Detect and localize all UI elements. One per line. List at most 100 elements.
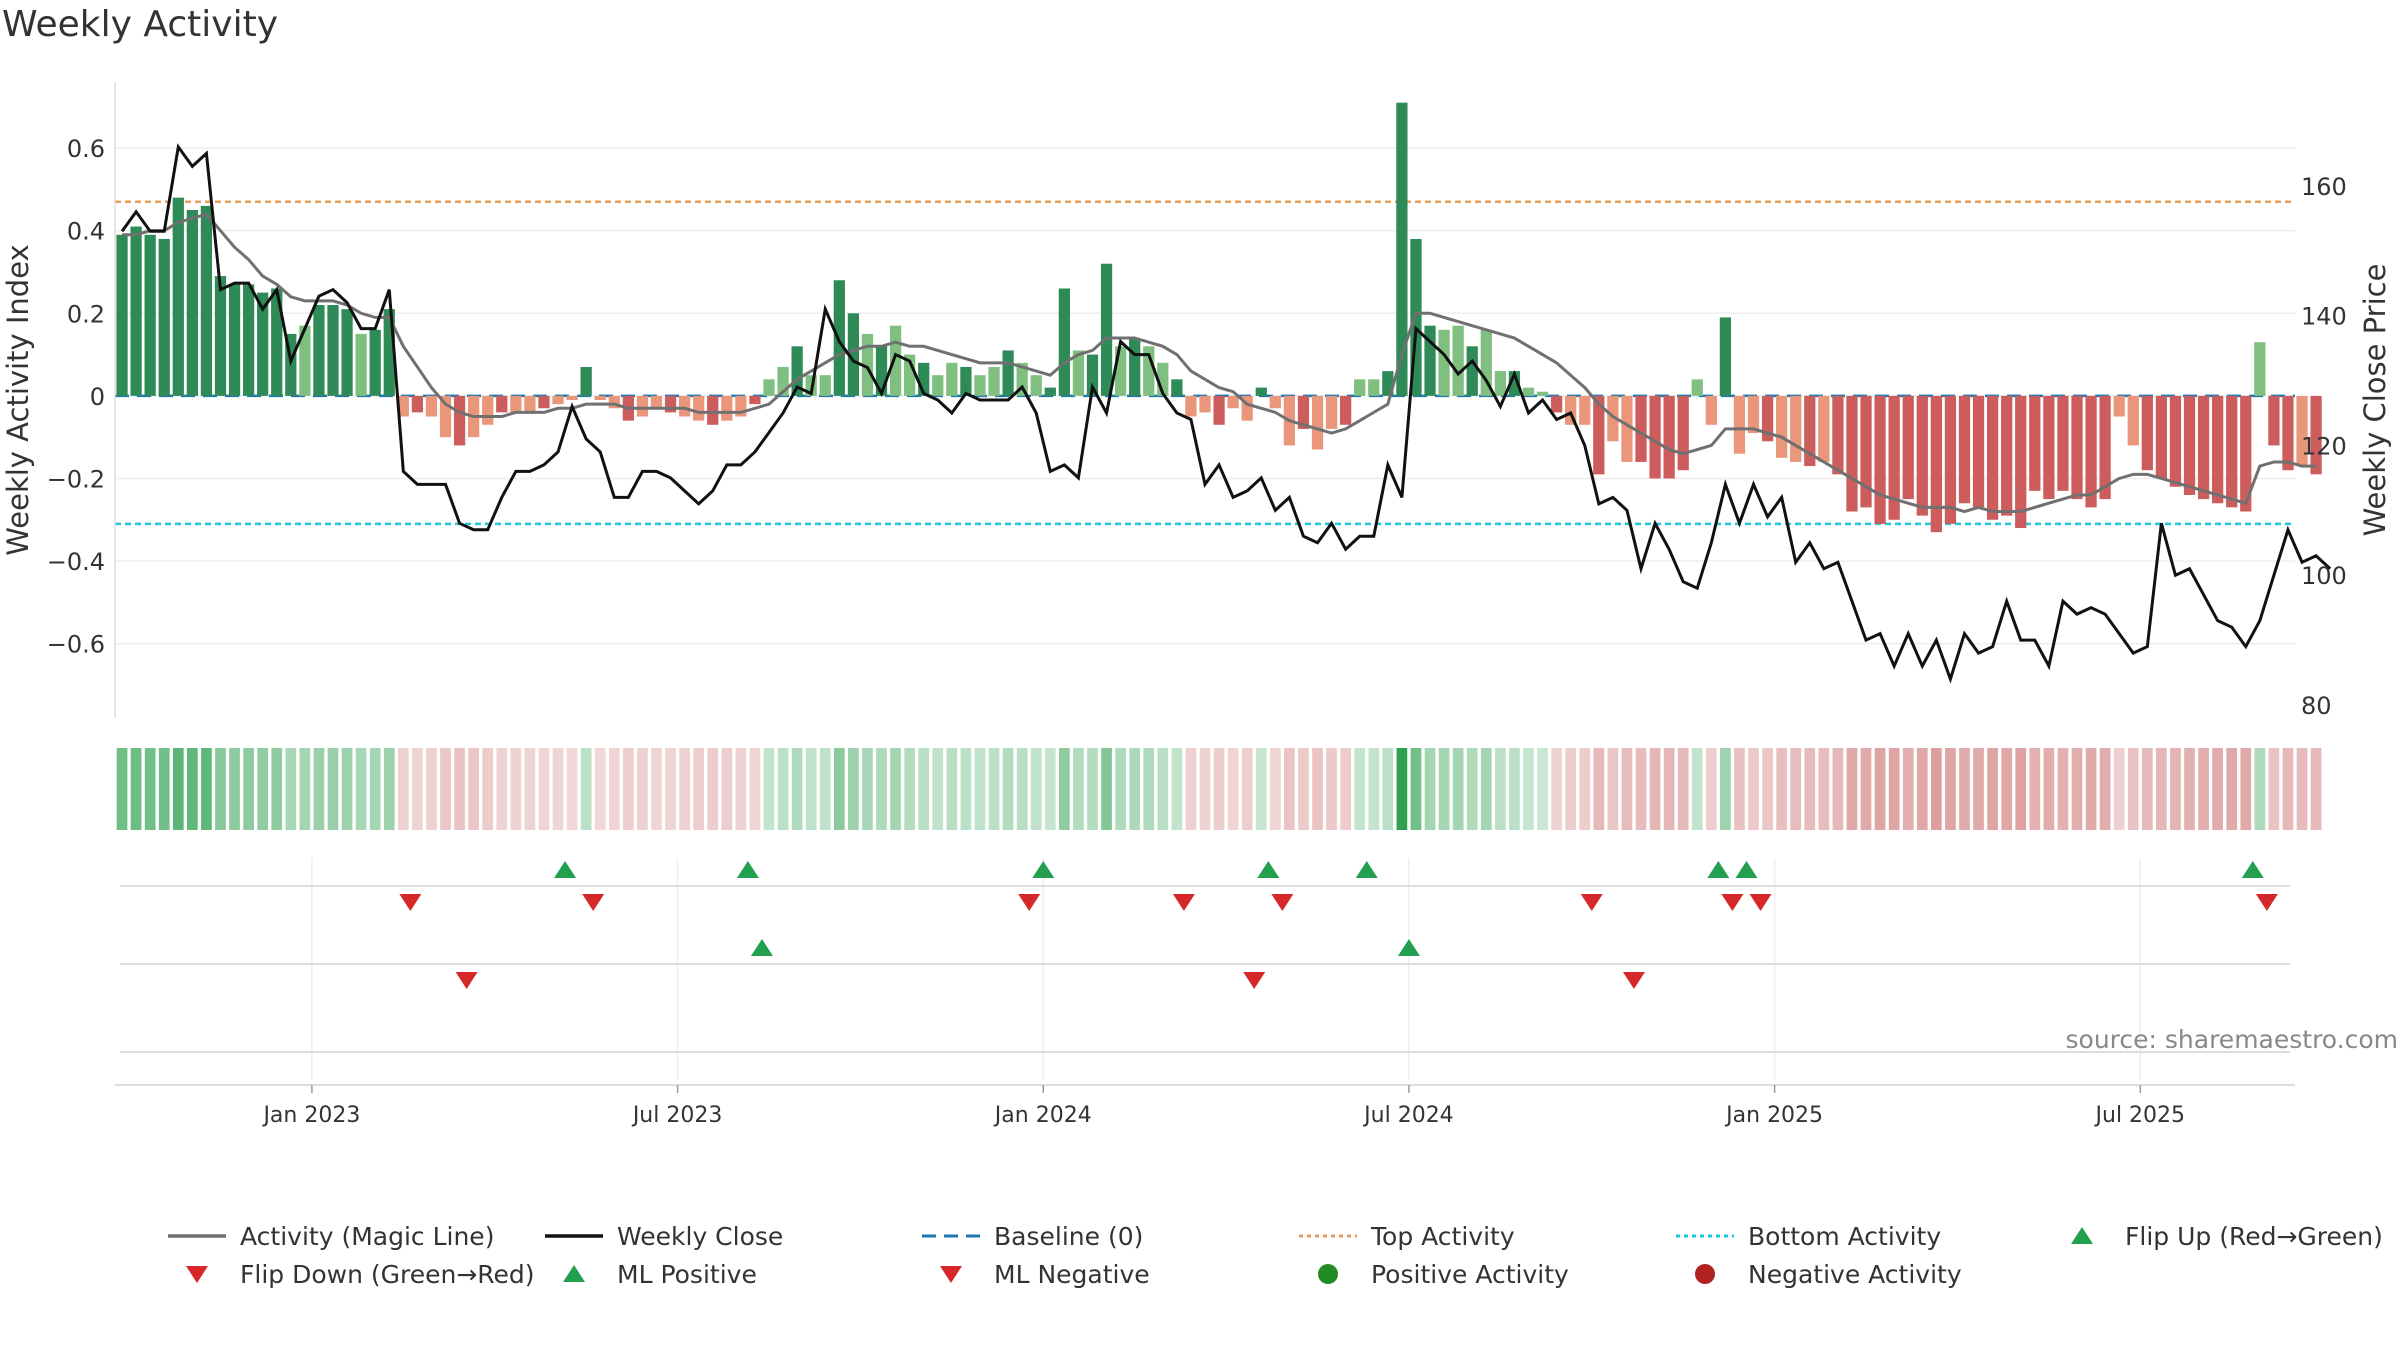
heat-cell: [2254, 748, 2266, 830]
activity-bar: [594, 395, 606, 400]
activity-bar: [1185, 395, 1197, 417]
activity-bar: [2169, 395, 2182, 487]
activity-bar: [1171, 379, 1183, 396]
heat-cell: [383, 748, 395, 830]
heat-cell: [1354, 748, 1366, 830]
activity-bar: [2226, 395, 2238, 508]
activity-bar: [1874, 395, 1886, 524]
heat-cell: [1312, 748, 1323, 830]
activity-bar: [1804, 395, 1816, 467]
activity-bar: [2085, 395, 2097, 508]
activity-bar: [2001, 395, 2013, 516]
activity-bar: [313, 305, 325, 396]
activity-bar: [1621, 395, 1633, 462]
activity-bar: [707, 395, 719, 425]
activity-bar: [608, 395, 620, 409]
heat-cell: [1298, 748, 1309, 830]
heat-cell: [1677, 748, 1689, 830]
activity-bar: [453, 395, 466, 446]
heat-cell: [1284, 748, 1295, 830]
ml-up-marker: [750, 939, 773, 956]
heat-cell: [2029, 748, 2041, 830]
activity-bar: [1888, 395, 1900, 520]
legend-label: ML Positive: [617, 1260, 757, 1289]
weekly-close-series: [120, 143, 2332, 684]
activity-bar: [2015, 395, 2027, 529]
heat-cell: [988, 748, 1000, 830]
heat-cell: [426, 748, 437, 830]
chart-title: Weekly Activity: [2, 4, 278, 45]
activity-bar: [693, 395, 705, 421]
heat-cell: [215, 748, 226, 830]
heat-cell: [1509, 748, 1520, 830]
activity-bar: [1325, 395, 1338, 429]
activity-bar: [1719, 317, 1732, 396]
activity-bar: [847, 313, 860, 396]
activity-bar: [425, 395, 438, 417]
flip-down-marker: [1018, 894, 1041, 911]
activity-bar: [2127, 395, 2139, 446]
heat-cell: [482, 748, 494, 830]
y-axis-right-label: Weekly Close Price: [2358, 264, 2392, 537]
x-tick-label: Jul 2023: [631, 1103, 723, 1128]
heat-cell: [833, 748, 845, 830]
y-axis-left-label: Weekly Activity Index: [1, 244, 35, 555]
heat-cell: [1537, 748, 1548, 830]
heat-cell: [1973, 748, 1984, 830]
flip-down-marker: [1749, 894, 1772, 911]
heat-cell: [1959, 748, 1970, 830]
y-tick-left: 0: [90, 383, 105, 411]
activity-bar: [1199, 395, 1211, 413]
heat-cell: [172, 748, 184, 830]
activity-bar: [2254, 342, 2266, 396]
heat-cell: [341, 748, 353, 830]
y-tick-left: 0.6: [67, 135, 105, 163]
heat-cell: [397, 748, 409, 830]
heat-cell: [355, 748, 367, 830]
heat-cell: [1931, 748, 1942, 830]
activity-bar: [285, 333, 297, 396]
activity-bar: [2212, 395, 2224, 504]
activity-bar: [369, 329, 381, 396]
activity-bar: [960, 366, 972, 396]
heat-cell: [1213, 748, 1225, 830]
heat-cell: [130, 748, 142, 830]
activity-bar: [946, 362, 958, 396]
activity-bar: [1002, 350, 1014, 396]
heat-cell: [257, 748, 269, 830]
heat-cell: [1649, 748, 1661, 830]
activity-bar: [861, 333, 874, 396]
flip-down-marker: [1580, 894, 1603, 911]
activity-bar: [228, 284, 241, 396]
activity-bar: [2197, 395, 2210, 500]
activity-bar: [1958, 395, 1971, 504]
heat-cell: [1902, 748, 1914, 830]
heat-cell: [2240, 748, 2252, 830]
heat-cell: [805, 748, 817, 830]
activity-bar: [1086, 354, 1099, 396]
legend-label: Baseline (0): [994, 1222, 1143, 1251]
heat-cell: [1143, 748, 1155, 830]
activity-bar: [1494, 371, 1506, 396]
heat-cell: [651, 748, 662, 830]
x-tick-label: Jan 2024: [993, 1103, 1092, 1128]
activity-bar: [327, 305, 339, 396]
heat-cell: [1255, 748, 1267, 830]
heat-cell: [862, 748, 873, 830]
activity-bar: [1072, 350, 1085, 396]
activity-bar: [1944, 395, 1957, 524]
activity-bar: [2043, 395, 2055, 500]
heat-cell: [1748, 748, 1759, 830]
flip-down-marker: [1271, 894, 1294, 911]
heat-cell: [1044, 748, 1056, 830]
legend-label: Top Activity: [1370, 1222, 1515, 1251]
heat-cell: [1579, 748, 1591, 830]
activity-bar: [1593, 395, 1605, 475]
activity-bar: [341, 309, 353, 396]
activity-bar: [2296, 395, 2308, 467]
heat-cell: [763, 748, 775, 830]
y-tick-right: 120: [2301, 432, 2347, 460]
heat-cell: [2141, 748, 2153, 830]
activity-bar: [1832, 395, 1844, 475]
heat-cell: [1382, 748, 1394, 830]
